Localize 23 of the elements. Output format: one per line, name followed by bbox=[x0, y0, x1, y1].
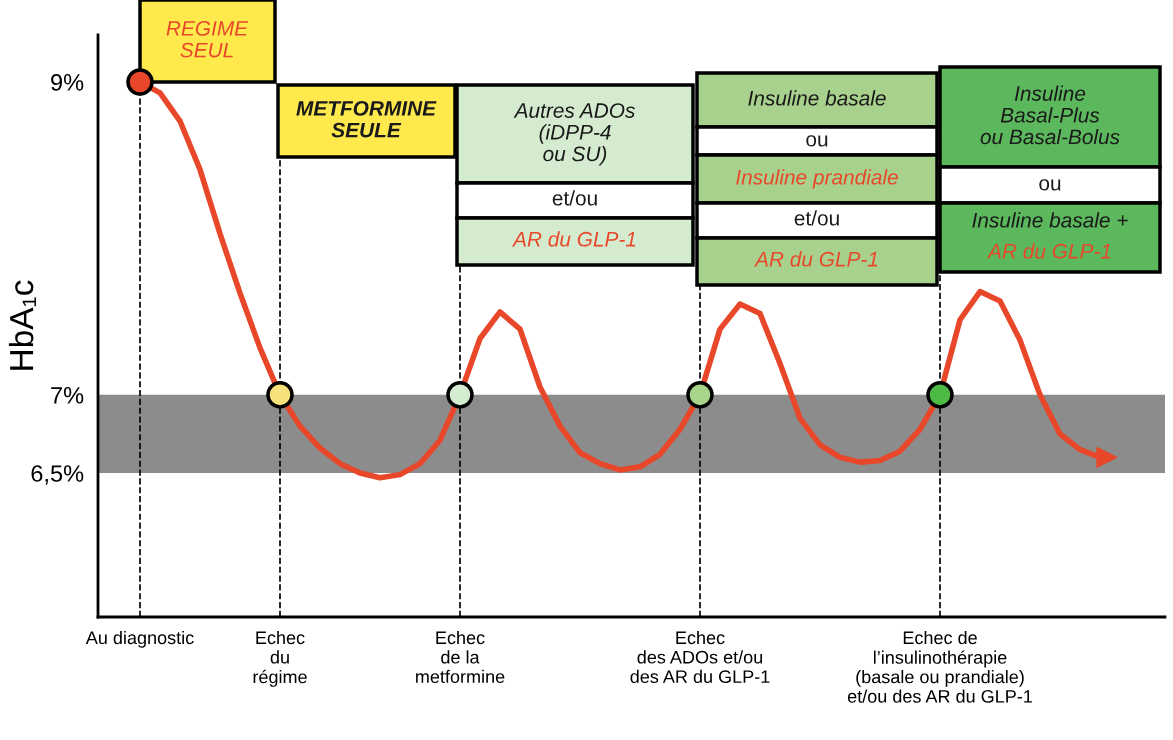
annotation: Insuline basale + bbox=[972, 212, 1128, 228]
annotation: METFORMINE SEULE bbox=[296, 101, 437, 138]
annotation: REGIME SEUL bbox=[166, 21, 249, 58]
x-tick-label: Echec des ADOs et/ou des AR du GLP-1 bbox=[630, 630, 770, 684]
x-tick-label: Au diagnostic bbox=[85, 630, 194, 648]
annotation: et/ou bbox=[794, 210, 839, 226]
annotation: AR du GLP-1 bbox=[512, 231, 636, 247]
y-tick-label: 9% bbox=[51, 74, 84, 91]
x-tick-label: Echec de la metformine bbox=[416, 630, 505, 684]
annotation: Insuline Basal-Plus ou Basal-Bolus bbox=[980, 85, 1120, 145]
annotation: AR du GLP-1 bbox=[754, 251, 878, 267]
x-tick-label: Echec du régime bbox=[253, 630, 307, 687]
y-axis-title: HbA₁c bbox=[8, 280, 36, 370]
annotation: Autres ADOs (iDPP-4 ou SU) bbox=[513, 103, 635, 166]
annotation: Insuline basale bbox=[748, 90, 886, 106]
annotation: et/ou bbox=[552, 190, 597, 206]
annotation: ou bbox=[1039, 179, 1061, 191]
annotation: ou bbox=[806, 135, 828, 147]
annotation: Insuline prandiale bbox=[736, 169, 898, 189]
annotation: AR du GLP-1 bbox=[987, 243, 1111, 259]
y-tick-label: 7% bbox=[51, 387, 84, 404]
y-tick-label: 6,5% bbox=[31, 465, 84, 485]
x-tick-label: Echec de l’insulinothérapie (basale ou prandiale) et/ou des AR du GLP-1 bbox=[847, 630, 1032, 703]
